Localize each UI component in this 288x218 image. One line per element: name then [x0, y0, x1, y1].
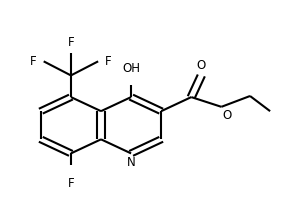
Text: O: O	[223, 109, 232, 122]
Text: N: N	[127, 156, 135, 169]
Text: OH: OH	[122, 62, 140, 75]
Text: F: F	[105, 55, 112, 68]
Text: O: O	[197, 59, 206, 72]
Text: F: F	[68, 177, 74, 190]
Text: F: F	[68, 36, 74, 49]
Text: F: F	[30, 55, 37, 68]
